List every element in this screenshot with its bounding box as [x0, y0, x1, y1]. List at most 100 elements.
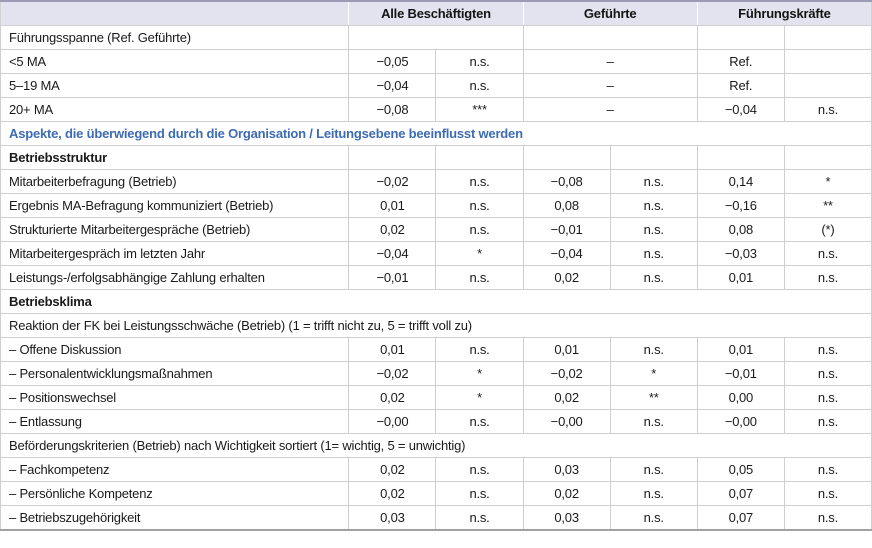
value-cell: −0,08: [522, 169, 611, 194]
row-label: 20+ MA: [0, 97, 350, 122]
empty-cell: [522, 145, 611, 170]
value-cell: 0,05: [696, 457, 785, 482]
value-cell: −0,02: [348, 169, 437, 194]
significance-cell: n.s.: [609, 265, 698, 290]
value-cell: 0,01: [348, 337, 437, 362]
value-cell: 0,02: [348, 385, 437, 410]
row-label: – Fachkompetenz: [0, 457, 350, 482]
table-row: – Personalentwicklungsmaßnahmen −0,02 * −0,…: [0, 361, 872, 386]
table-row: Leistungs-/erfolgsabhängige Zahlung erha…: [0, 265, 872, 290]
row-label: – Personalentwicklungsmaßnahmen: [0, 361, 350, 386]
row-label: Ergebnis MA-Befragung kommuniziert (Betr…: [0, 193, 350, 218]
significance-cell: n.s.: [609, 193, 698, 218]
value-cell: 0,02: [522, 385, 611, 410]
value-cell: 0,07: [696, 505, 785, 531]
significance-cell: *: [435, 241, 524, 266]
value-cell: 0,02: [522, 265, 611, 290]
value-cell: −0,01: [348, 265, 437, 290]
value-cell: −0,04: [522, 241, 611, 266]
table-row: – Fachkompetenz 0,02 n.s. 0,03 n.s. 0,05 n.s.: [0, 457, 872, 482]
row-label: Führungsspanne (Ref. Geführte): [0, 25, 350, 50]
empty-cell: [348, 25, 524, 50]
value-cell: 0,08: [696, 217, 785, 242]
section-row-label: Betriebsklima: [0, 289, 872, 314]
table-row: Strukturierte Mitarbeitergespräche (Betr…: [0, 217, 872, 242]
significance-cell: [783, 49, 872, 74]
table-row: Ergebnis MA-Befragung kommuniziert (Betr…: [0, 193, 872, 218]
significance-cell: n.s.: [783, 337, 872, 362]
value-cell: −0,01: [696, 361, 785, 386]
empty-cell: [348, 145, 437, 170]
value-cell: 0,01: [522, 337, 611, 362]
row-label: Mitarbeitergespräch im letzten Jahr: [0, 241, 350, 266]
significance-cell: n.s.: [435, 457, 524, 482]
value-cell: 0,03: [522, 505, 611, 531]
significance-cell: n.s.: [783, 241, 872, 266]
empty-cell: [609, 145, 698, 170]
value-cell: −0,00: [696, 409, 785, 434]
value-cell: 0,02: [348, 217, 437, 242]
not-applicable-cell: –: [522, 49, 698, 74]
value-cell: 0,00: [696, 385, 785, 410]
header-row: Alle Beschäftigten Geführte Führungskräf…: [0, 1, 872, 26]
empty-cell: [522, 25, 698, 50]
significance-cell: n.s.: [783, 457, 872, 482]
value-cell: −0,00: [348, 409, 437, 434]
value-cell: 0,01: [696, 337, 785, 362]
significance-cell: **: [609, 385, 698, 410]
not-applicable-cell: –: [522, 73, 698, 98]
row-label: <5 MA: [0, 49, 350, 74]
section-row-label: Betriebsstruktur: [0, 145, 350, 170]
empty-cell: [696, 25, 785, 50]
table-row: <5 MA −0,05 n.s. – Ref.: [0, 49, 872, 74]
table-body: Führungsspanne (Ref. Geführte) <5 MA −0,05…: [0, 25, 872, 531]
significance-cell: *: [435, 385, 524, 410]
value-cell: 0,02: [348, 481, 437, 506]
value-cell: −0,04: [348, 241, 437, 266]
section-row-label: Beförderungskriterien (Betrieb) nach Wic…: [0, 433, 872, 458]
significance-cell: ***: [435, 97, 524, 122]
table-row: Reaktion der FK bei Leistungsschwäche (B…: [0, 313, 872, 338]
table-row: Aspekte, die überwiegend durch die Organ…: [0, 121, 872, 146]
table-row: Beförderungskriterien (Betrieb) nach Wic…: [0, 433, 872, 458]
row-label: – Betriebszugehörigkeit: [0, 505, 350, 531]
significance-cell: n.s.: [783, 361, 872, 386]
value-cell: −0,02: [348, 361, 437, 386]
value-cell: Ref.: [696, 49, 785, 74]
table-row: – Betriebszugehörigkeit 0,03 n.s. 0,03 n.s. 0…: [0, 505, 872, 531]
table-row: Betriebsklima: [0, 289, 872, 314]
value-cell: 0,14: [696, 169, 785, 194]
significance-cell: n.s.: [609, 337, 698, 362]
value-cell: 0,02: [522, 481, 611, 506]
value-cell: −0,16: [696, 193, 785, 218]
value-cell: 0,01: [348, 193, 437, 218]
significance-cell: n.s.: [609, 481, 698, 506]
row-label: Mitarbeiterbefragung (Betrieb): [0, 169, 350, 194]
table-row: 20+ MA −0,08 *** – −0,04 n.s.: [0, 97, 872, 122]
column-group-alle-beschaeftigten: Alle Beschäftigten: [348, 1, 524, 26]
table-row: Führungsspanne (Ref. Geführte): [0, 25, 872, 50]
empty-cell: [696, 145, 785, 170]
row-label: – Persönliche Kompetenz: [0, 481, 350, 506]
significance-cell: n.s.: [609, 409, 698, 434]
significance-cell: n.s.: [783, 97, 872, 122]
significance-cell: n.s.: [783, 385, 872, 410]
empty-cell: [435, 145, 524, 170]
value-cell: −0,08: [348, 97, 437, 122]
significance-cell: n.s.: [435, 481, 524, 506]
table-header: Alle Beschäftigten Geführte Führungskräf…: [0, 1, 872, 26]
value-cell: 0,03: [348, 505, 437, 531]
significance-cell: n.s.: [435, 409, 524, 434]
value-cell: −0,00: [522, 409, 611, 434]
table-row: – Offene Diskussion 0,01 n.s. 0,01 n.s. 0,01 n…: [0, 337, 872, 362]
empty-cell: [783, 145, 872, 170]
section-row-label: Reaktion der FK bei Leistungsschwäche (B…: [0, 313, 872, 338]
significance-cell: n.s.: [609, 169, 698, 194]
significance-cell: [783, 73, 872, 98]
table-row: Betriebsstruktur: [0, 145, 872, 170]
significance-cell: *: [783, 169, 872, 194]
value-cell: −0,04: [348, 73, 437, 98]
row-label: – Positionswechsel: [0, 385, 350, 410]
value-cell: −0,02: [522, 361, 611, 386]
row-label: Strukturierte Mitarbeitergespräche (Betr…: [0, 217, 350, 242]
